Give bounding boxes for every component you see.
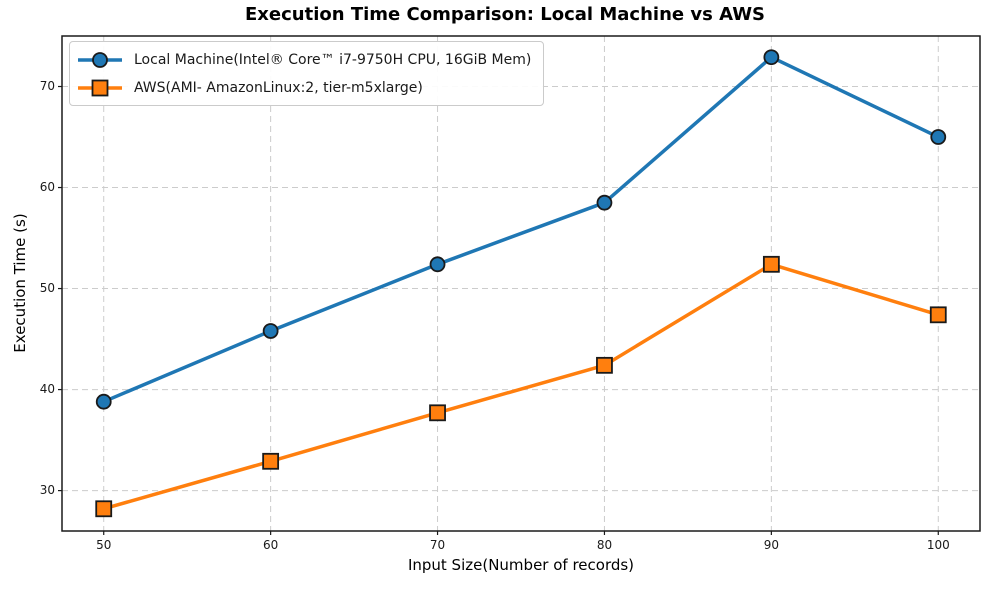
data-point-circle [429,256,446,273]
data-point-circle [262,323,279,339]
legend-circle-marker-icon [92,51,108,68]
x-tick-label: 90 [763,538,779,552]
chart-title: Execution Time Comparison: Local Machine… [244,4,766,25]
data-point-circle [95,393,112,410]
x-axis-label: Input Size(Number of records) [407,556,635,574]
legend-item-local: Local Machine(Intel® Core™ i7-9750H CPU,… [76,46,531,73]
legend-label-local: Local Machine(Intel® Core™ i7-9750H CPU,… [134,51,532,68]
data-point-square [762,255,780,273]
x-tick-label: 100 [926,538,950,552]
data-point-square [429,404,446,422]
x-tick-label: 50 [96,538,112,552]
x-tick-label: 60 [262,538,279,552]
series-line-local [103,55,940,404]
data-point-circle [930,129,947,145]
series-line-aws [103,262,939,511]
x-tick-label: 70 [429,538,446,552]
y-tick-label: 70 [39,78,55,93]
data-point-square [95,500,113,518]
x-tick-label: 80 [596,538,613,552]
local-series-marker-icon [78,51,122,68]
y-tick-label: 50 [39,280,55,295]
y-tick-label: 40 [39,381,55,396]
aws-series-marker-icon [78,79,122,96]
data-point-circle [763,49,780,66]
data-point-square [929,306,947,324]
y-tick-label: 30 [39,482,55,497]
data-point-square [596,356,613,374]
data-point-square [262,452,280,470]
axes-spines [61,35,981,532]
legend: Local Machine(Intel® Core™ i7-9750H CPU,… [69,41,545,106]
legend-label-aws: AWS(AMI- AmazonLinux:2, tier-m5xlarge) [134,79,423,96]
legend-square-marker-icon [91,79,109,96]
data-point-circle [596,194,613,211]
legend-item-aws: AWS(AMI- AmazonLinux:2, tier-m5xlarge) [76,74,531,101]
y-tick-label: 60 [39,179,55,194]
